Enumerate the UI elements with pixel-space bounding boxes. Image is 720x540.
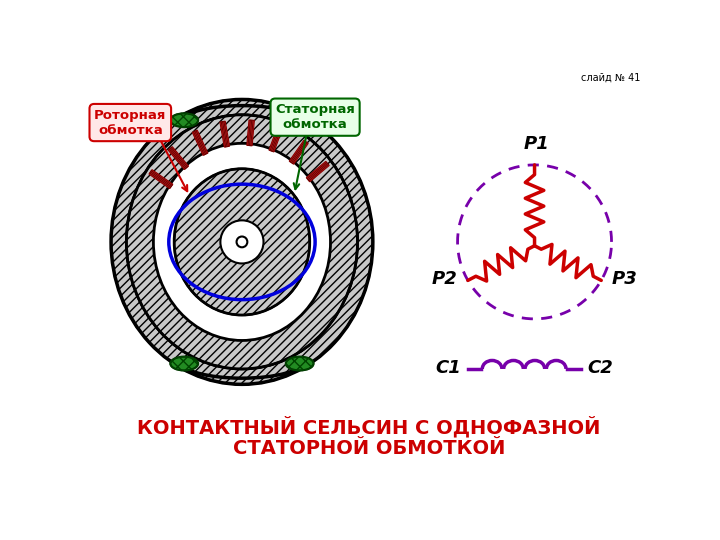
Circle shape: [237, 237, 248, 247]
Polygon shape: [247, 120, 254, 146]
Ellipse shape: [171, 356, 198, 370]
Ellipse shape: [286, 356, 314, 370]
Ellipse shape: [111, 99, 373, 384]
Polygon shape: [149, 170, 173, 188]
Circle shape: [220, 220, 264, 264]
Ellipse shape: [174, 168, 310, 315]
Ellipse shape: [127, 115, 357, 369]
Polygon shape: [168, 147, 189, 170]
Text: P1: P1: [523, 134, 549, 153]
Ellipse shape: [286, 113, 314, 127]
Polygon shape: [192, 130, 208, 156]
Text: КОНТАКТНЫЙ СЕЛЬСИН С ОДНОФАЗНОЙ: КОНТАКТНЫЙ СЕЛЬСИН С ОДНОФАЗНОЙ: [138, 416, 600, 437]
Text: Статорная
обмотка: Статорная обмотка: [275, 103, 355, 131]
Text: C2: C2: [587, 359, 613, 377]
Polygon shape: [289, 140, 308, 164]
Ellipse shape: [153, 143, 330, 340]
Text: C1: C1: [436, 359, 462, 377]
Text: СТАТОРНОЙ ОБМОТКОЙ: СТАТОРНОЙ ОБМОТКОЙ: [233, 439, 505, 458]
Polygon shape: [220, 121, 230, 147]
Ellipse shape: [171, 113, 198, 127]
Text: слайд № 41: слайд № 41: [580, 72, 640, 83]
Ellipse shape: [127, 115, 357, 369]
Text: P3: P3: [612, 270, 638, 288]
Text: P2: P2: [431, 270, 457, 288]
Text: Роторная
обмотка: Роторная обмотка: [94, 109, 166, 137]
Polygon shape: [269, 126, 283, 152]
Polygon shape: [306, 161, 329, 182]
